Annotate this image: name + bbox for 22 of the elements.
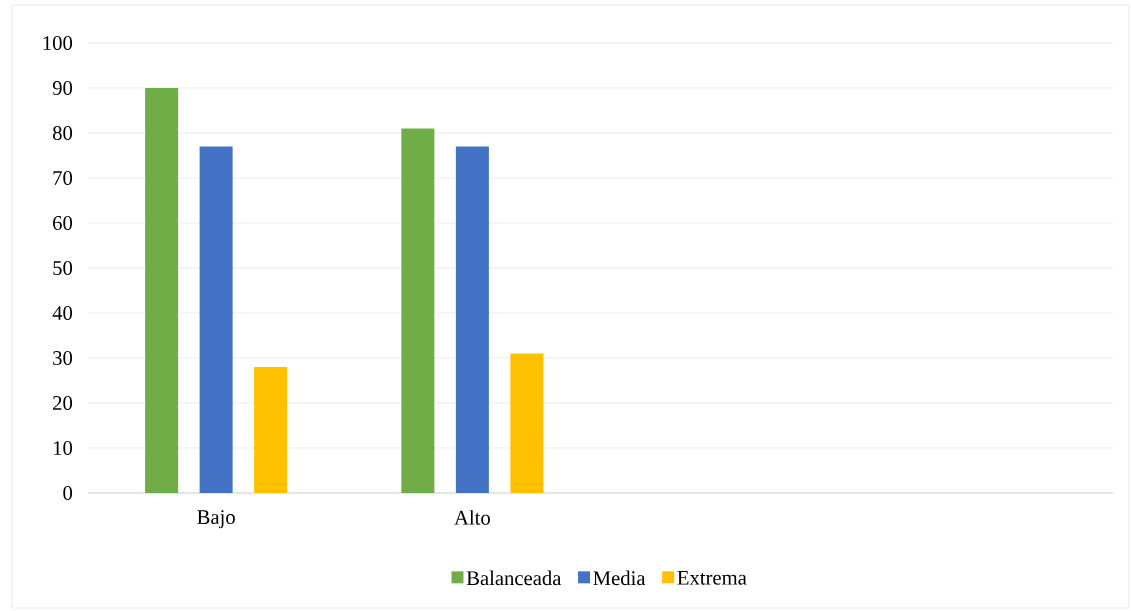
y-tick-label: 10 — [54, 441, 73, 455]
bar — [401, 128, 435, 493]
x-tick-label: Alto — [454, 510, 490, 525]
bar — [254, 367, 288, 493]
bar — [455, 146, 489, 493]
y-tick-label: 20 — [53, 396, 73, 410]
y-tick-label: 30 — [53, 351, 73, 365]
legend-label: Extrema — [677, 571, 747, 585]
y-tick-label: 100 — [43, 36, 73, 50]
y-tick-label: 50 — [53, 261, 73, 275]
bar — [510, 353, 544, 493]
y-tick-label: 90 — [52, 81, 73, 95]
y-tick-label: 80 — [52, 126, 73, 140]
legend-label: Balanceada — [466, 570, 562, 586]
y-tick-label: 40 — [52, 306, 73, 320]
bar — [145, 88, 179, 493]
bar — [199, 146, 233, 493]
y-tick-label: 70 — [53, 171, 73, 185]
y-tick-label: 60 — [53, 216, 73, 230]
legend-label: Media — [593, 570, 646, 586]
x-tick-label: Bajo — [197, 510, 235, 529]
y-tick-label: 0 — [63, 486, 73, 500]
